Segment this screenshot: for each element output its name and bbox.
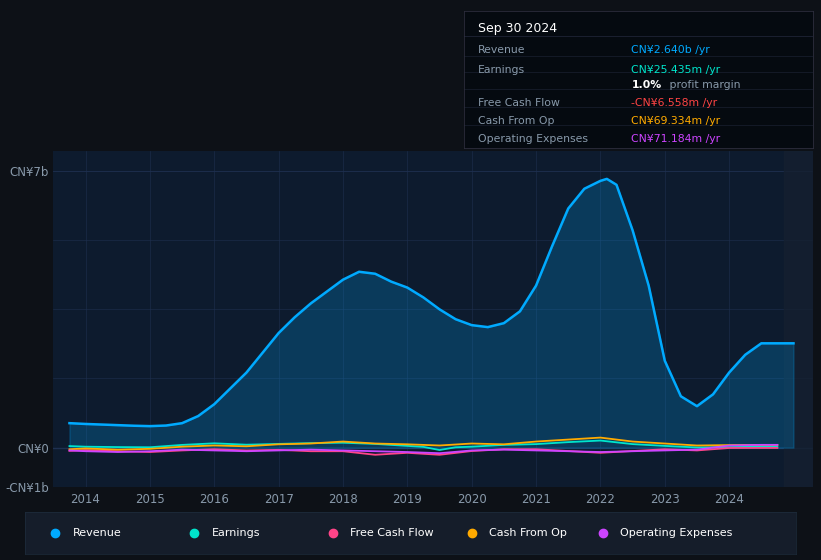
Text: -CN¥6.558m /yr: -CN¥6.558m /yr bbox=[631, 98, 718, 108]
Text: Operating Expenses: Operating Expenses bbox=[478, 134, 588, 144]
Text: profit margin: profit margin bbox=[667, 80, 741, 90]
Text: CN¥25.435m /yr: CN¥25.435m /yr bbox=[631, 65, 721, 75]
Text: Free Cash Flow: Free Cash Flow bbox=[351, 529, 434, 538]
Text: CN¥69.334m /yr: CN¥69.334m /yr bbox=[631, 116, 721, 126]
Text: Operating Expenses: Operating Expenses bbox=[621, 529, 733, 538]
Text: Sep 30 2024: Sep 30 2024 bbox=[478, 22, 557, 35]
Text: Cash From Op: Cash From Op bbox=[489, 529, 567, 538]
Text: Revenue: Revenue bbox=[72, 529, 122, 538]
Text: Cash From Op: Cash From Op bbox=[478, 116, 554, 126]
Text: CN¥71.184m /yr: CN¥71.184m /yr bbox=[631, 134, 721, 144]
Text: Earnings: Earnings bbox=[478, 65, 525, 75]
Text: Revenue: Revenue bbox=[478, 45, 525, 55]
Text: CN¥2.640b /yr: CN¥2.640b /yr bbox=[631, 45, 710, 55]
Text: Free Cash Flow: Free Cash Flow bbox=[478, 98, 560, 108]
Bar bbox=[784, 151, 813, 487]
Text: Earnings: Earnings bbox=[211, 529, 260, 538]
Text: 1.0%: 1.0% bbox=[631, 80, 662, 90]
